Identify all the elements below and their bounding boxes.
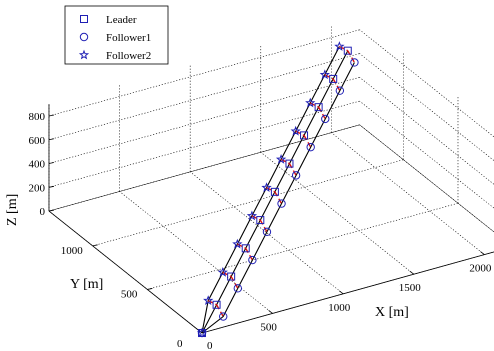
formation-link-leader-follower1 [347, 50, 356, 63]
z-tick-label: 800 [28, 111, 45, 123]
x-tick-mark [409, 270, 415, 275]
formation-link-leader-follower1 [245, 247, 253, 261]
y-axis-label: Y [m] [70, 277, 103, 292]
x-tick-mark [480, 251, 485, 255]
legend-label-leader: Leader [106, 14, 137, 26]
grid-line-floor-x [260, 152, 414, 275]
box-edge [48, 124, 360, 212]
x-tick-mark [338, 290, 344, 295]
z-tick-mark [48, 185, 55, 188]
z-tick-mark [48, 138, 55, 141]
z-tick-label: 600 [28, 135, 45, 147]
grid-line-side-z [359, 77, 494, 185]
formation-link-leader-follower1 [215, 304, 224, 317]
leader-marker [300, 131, 309, 140]
grid-line-side-z [359, 100, 494, 209]
grid-line-side-z [359, 29, 494, 138]
follower1-marker [248, 255, 257, 265]
x-tick-label: 500 [260, 321, 277, 333]
follower2-marker [305, 97, 316, 108]
formation-link-leader-follower1 [318, 106, 326, 120]
x-tick-label: 1000 [328, 302, 351, 314]
z-tick-mark [48, 162, 55, 164]
leader-marker [227, 272, 236, 281]
leader-marker [270, 187, 279, 196]
legend-marker-leader [80, 15, 88, 23]
grid-line-side-z [359, 53, 494, 162]
follower1-marker [350, 58, 359, 67]
leader-marker [329, 74, 338, 83]
follower2-marker [290, 125, 301, 136]
z-tick-mark [48, 209, 55, 212]
leader-marker [241, 244, 250, 253]
leader-marker [343, 46, 352, 55]
z-tick-mark [48, 114, 55, 117]
z-tick-label: 200 [28, 182, 45, 194]
z-axis-label: Z [m] [5, 194, 20, 226]
grid-line-floor-y [147, 202, 459, 290]
follower2-marker [319, 69, 330, 80]
grid-layer [48, 25, 494, 334]
follower1-marker [306, 142, 315, 152]
grid-line-side-z [359, 124, 494, 233]
leader-marker [212, 300, 221, 309]
x-axis-label: X [m] [375, 305, 409, 320]
follower2-marker [196, 327, 208, 338]
follower2-marker [275, 154, 287, 164]
tick-layer: 500 1000 1500 2000 500 1000 0 200 400 600 800 [28, 111, 491, 333]
follower1-marker [321, 114, 330, 124]
follower2-marker [334, 41, 345, 51]
legend-marker-follower1 [79, 32, 89, 42]
legend-markers [78, 15, 90, 60]
z-tick-label: 0 [39, 206, 45, 218]
origin-label-y: 0 [207, 340, 213, 351]
trajectory-follower1 [201, 62, 355, 334]
y-axis-line [48, 210, 203, 334]
x-tick-mark [268, 310, 273, 314]
follower1-marker [262, 227, 272, 237]
y-tick-mark [92, 244, 98, 247]
y-tick-label: 500 [121, 288, 138, 300]
formation-link-leader-follower1 [274, 191, 283, 204]
box-edge [359, 124, 494, 233]
y-tick-mark [147, 288, 153, 290]
follower1-marker [233, 284, 243, 293]
grid-line-floor-y [92, 159, 404, 247]
follower1-marker [219, 312, 228, 321]
z-tick-label: 400 [28, 159, 45, 171]
leader-marker [314, 103, 323, 112]
leader-marker [256, 216, 265, 225]
x-tick-label: 1500 [399, 282, 422, 294]
x-axis-line [201, 251, 494, 334]
formation-link-leader-follower1 [332, 78, 341, 92]
data-layer [196, 41, 359, 338]
formation-link-leader-follower1 [303, 135, 312, 148]
legend: Leader Follower1 Follower2 [64, 5, 169, 65]
grid-line-floor-x [189, 171, 344, 295]
formation-link-leader-follower1 [288, 163, 297, 176]
origin-label-x: 0 [177, 338, 183, 350]
grid-line-floor-y [201, 251, 494, 334]
legend-marker-follower2 [78, 49, 90, 60]
formation-link-leader-follower1 [230, 276, 239, 289]
follower2-marker [261, 182, 272, 193]
follower2-marker [203, 295, 214, 305]
follower2-marker [232, 238, 243, 249]
follower1-marker [291, 171, 301, 180]
y-tick-label: 1000 [61, 245, 84, 257]
formation-link-leader-follower1 [259, 219, 268, 233]
box-frame [48, 104, 494, 334]
legend-label-follower1: Follower1 [106, 32, 151, 44]
follower1-marker [277, 199, 286, 208]
x-tick-label: 2000 [469, 263, 492, 275]
legend-label-follower2: Follower2 [106, 50, 151, 62]
follower2-marker [246, 210, 258, 221]
grid-line-floor-x [119, 191, 273, 314]
follower1-marker [335, 86, 345, 95]
grid-line-floor-x [331, 132, 485, 255]
leader-marker [285, 159, 294, 168]
follower2-marker [217, 266, 228, 277]
